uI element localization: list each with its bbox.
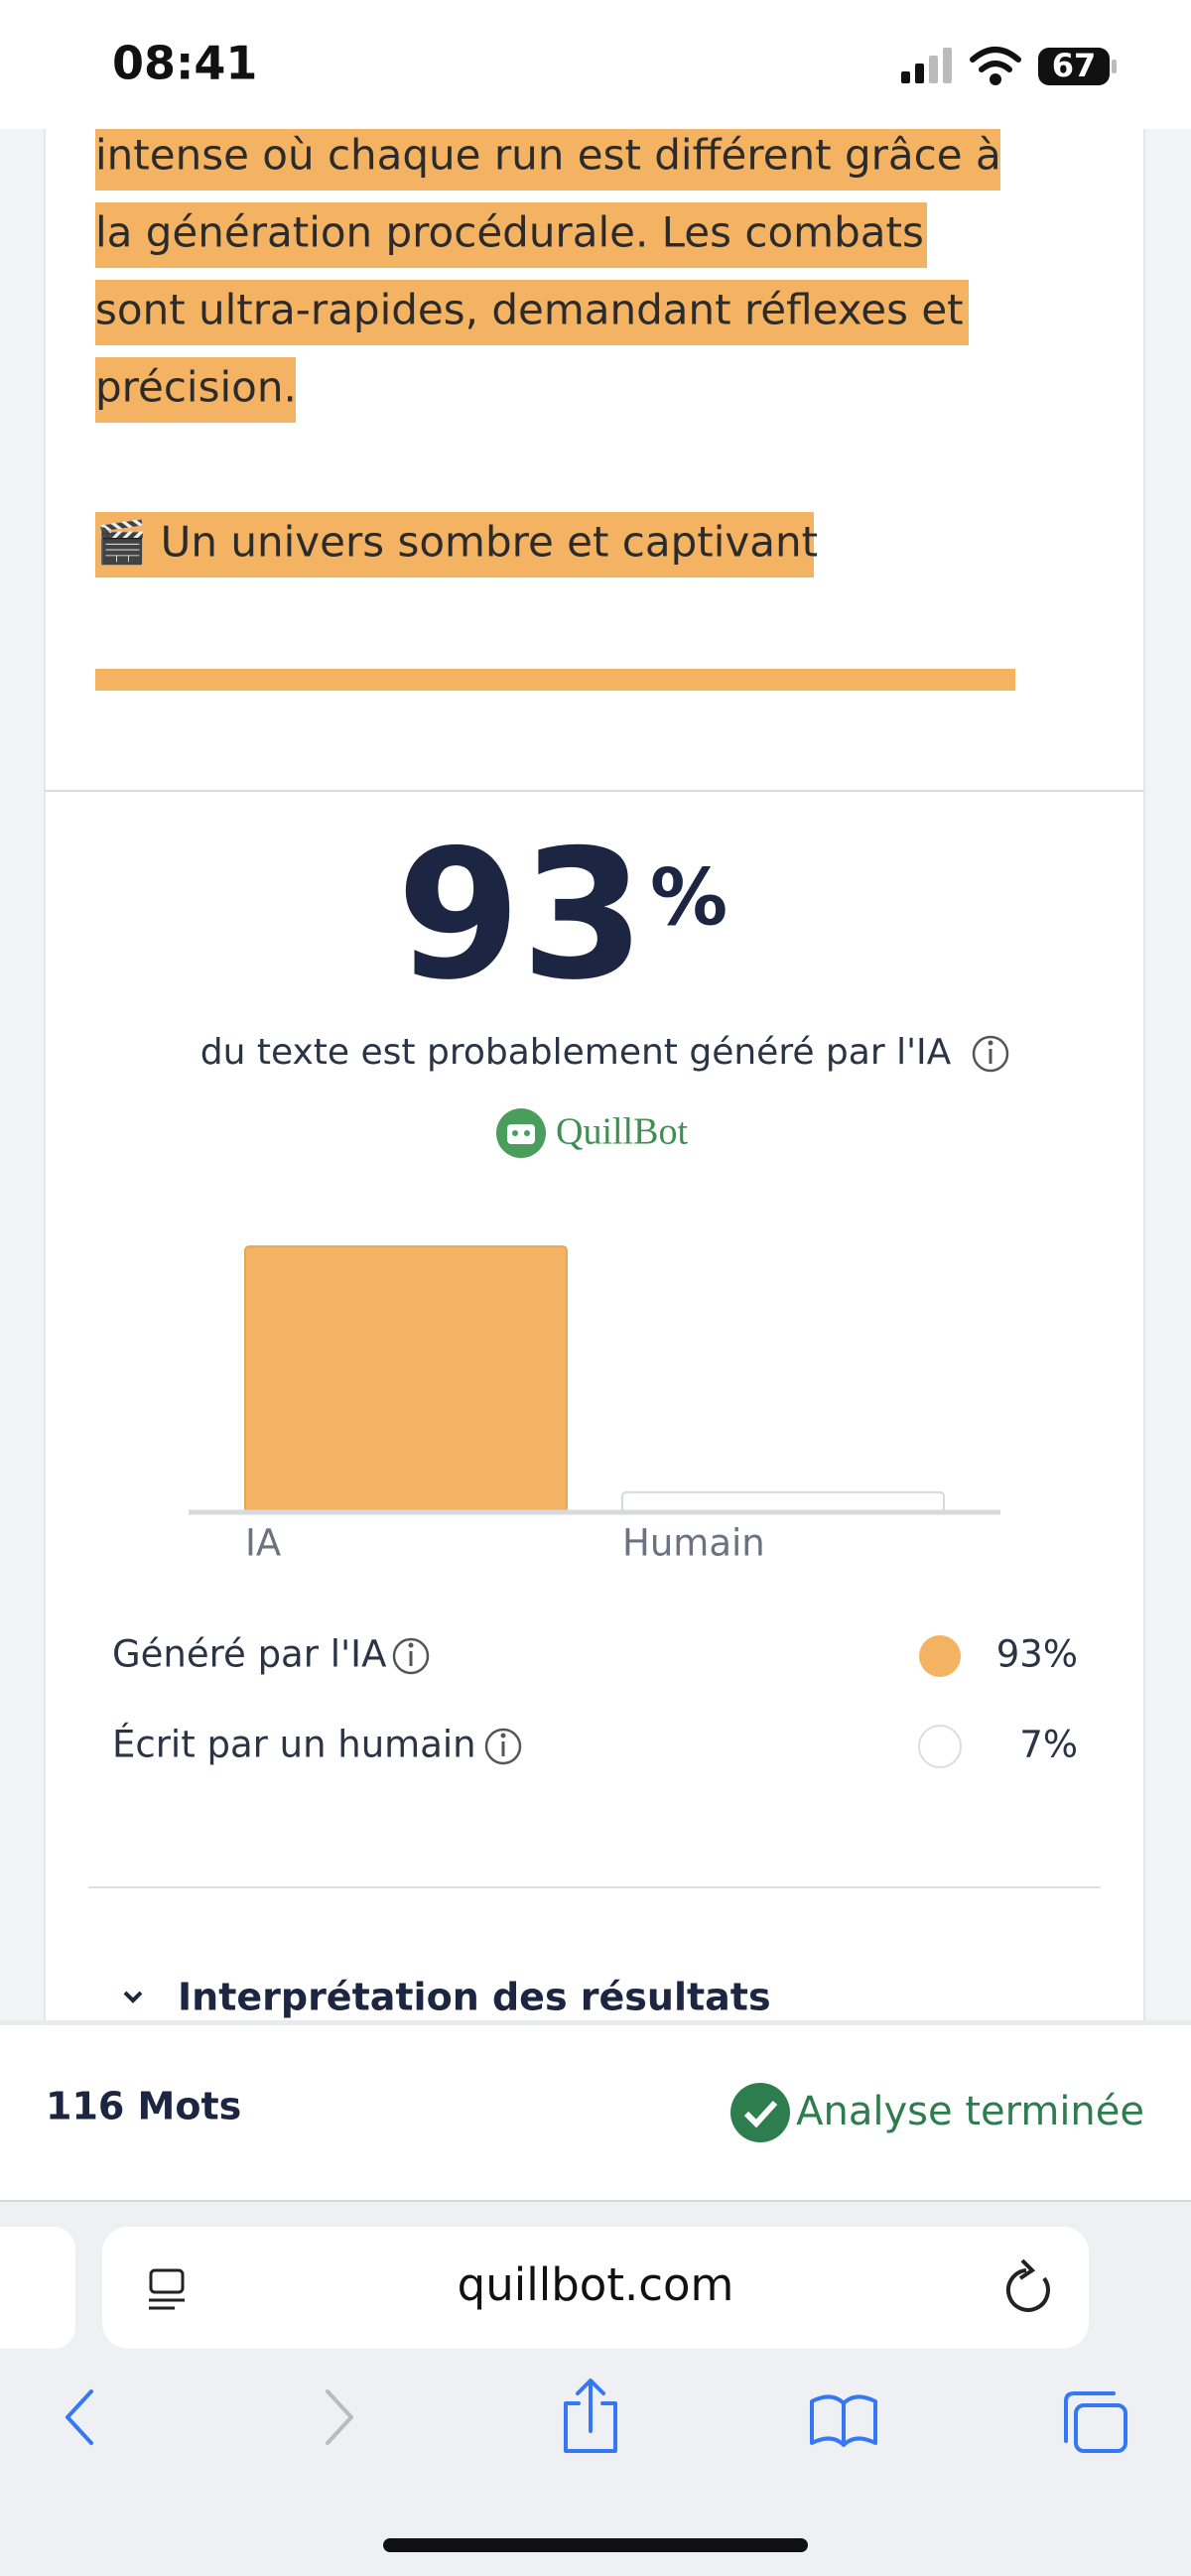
battery-tip (1112, 60, 1117, 73)
bar-chart: IA Humain (189, 1245, 1000, 1565)
battery-level: 67 (1052, 47, 1097, 84)
legend-label: Écrit par un humain (112, 1723, 476, 1766)
heading: 🎬 Un univers sombre et captivant (95, 518, 818, 567)
fade (46, 691, 1143, 790)
legend-label: Généré par l'IA (112, 1633, 386, 1676)
bar (244, 1245, 568, 1514)
tabs-button[interactable] (1064, 2391, 1127, 2453)
score-unit: % (650, 853, 728, 943)
info-icon[interactable] (972, 1035, 1009, 1073)
x-tick-label: Humain (622, 1522, 765, 1565)
chevron[interactable] (123, 1991, 143, 2003)
footer (0, 2025, 1191, 2201)
document-text: intense où chaque run est différent grâc… (95, 125, 1015, 691)
legend-dot (919, 1635, 961, 1677)
signal-icon (901, 48, 952, 83)
tab-pill[interactable] (0, 2227, 75, 2349)
highlight (95, 512, 814, 578)
url-bar[interactable] (102, 2227, 1089, 2349)
status: Analyse terminée (796, 2089, 1144, 2134)
home-indicator (383, 2538, 808, 2552)
brand-logo (496, 1108, 546, 1158)
interpretation[interactable]: Interprétation des résultats (178, 1976, 771, 2019)
url[interactable]: quillbot.com (458, 2258, 734, 2311)
score: 93 (397, 812, 646, 1019)
brand-name: QuillBot (556, 1111, 688, 1153)
text-line: sont ultra-rapides, demandant réflexes e… (95, 286, 964, 334)
battery-icon (1038, 48, 1110, 85)
highlight (95, 125, 1000, 191)
legend-value: 7% (1019, 1724, 1078, 1766)
reload-icon[interactable] (1005, 2258, 1050, 2312)
highlight (95, 202, 927, 268)
back-button[interactable] (66, 2389, 93, 2445)
x-tick-label: IA (245, 1522, 281, 1565)
shadow (0, 2020, 1191, 2026)
info-icon[interactable] (484, 1728, 522, 1765)
card (44, 118, 1145, 2035)
check-icon (730, 2083, 790, 2142)
highlight (95, 357, 296, 423)
legend-value: 93% (996, 1633, 1078, 1676)
text-line: intense où chaque run est différent grâc… (95, 131, 1001, 180)
legend-dot (918, 1725, 962, 1768)
forward-button[interactable] (326, 2389, 353, 2445)
highlight (95, 669, 1015, 691)
page-menu-icon[interactable] (149, 2268, 185, 2310)
text-line: précision. (95, 363, 297, 412)
time: 08:41 (112, 37, 257, 90)
wifi-icon (970, 47, 1021, 85)
info-icon[interactable] (392, 1637, 430, 1675)
highlight (95, 280, 969, 345)
word-count: 116 Mots (46, 2085, 241, 2128)
caption: du texte est probablement généré par l'I… (200, 1032, 952, 1073)
share-button[interactable] (564, 2379, 617, 2453)
bookmarks-button[interactable] (810, 2394, 877, 2447)
bar (621, 1490, 945, 1513)
text-line: la génération procédurale. Les combats (95, 208, 924, 257)
check-mark (743, 2100, 778, 2128)
